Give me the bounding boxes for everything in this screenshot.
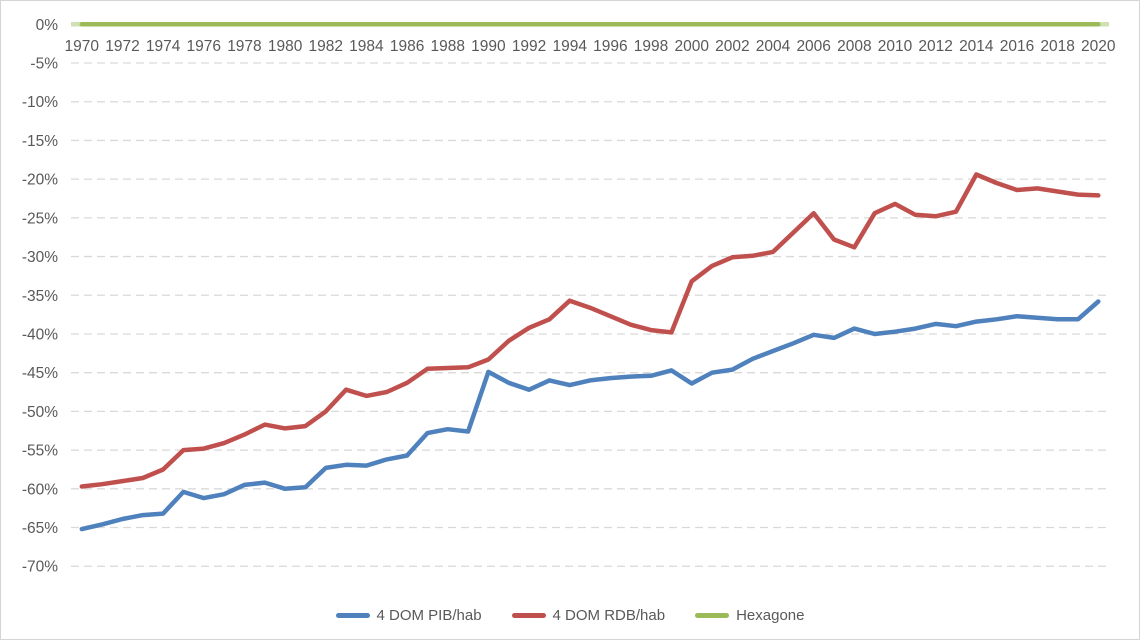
x-axis-tick-label: 1990: [471, 38, 506, 55]
legend-swatch-red: [511, 613, 546, 618]
x-axis-tick-label: 1982: [309, 38, 343, 55]
legend-swatch-blue: [335, 613, 370, 618]
x-axis-tick-label: 1980: [268, 38, 303, 55]
y-axis-tick-label: -60%: [22, 481, 58, 498]
x-axis-tick-label: 1988: [430, 38, 464, 55]
legend: 4 DOM PIB/hab 4 DOM RDB/hab Hexagone: [1, 608, 1139, 623]
x-axis-tick-label: 2000: [674, 38, 709, 55]
x-axis-tick-label: 1984: [349, 38, 384, 55]
y-axis-tick-label: -15%: [22, 133, 58, 150]
legend-item-rdb: 4 DOM RDB/hab: [511, 607, 666, 624]
x-axis-tick-label: 2020: [1081, 38, 1116, 55]
x-axis-tick-label: 1994: [552, 38, 587, 55]
legend-label-pib: 4 DOM PIB/hab: [376, 607, 482, 624]
x-axis-tick-label: 1998: [634, 38, 668, 55]
legend-swatch-green: [695, 613, 730, 618]
x-axis-tick-label: 2008: [837, 38, 871, 55]
x-axis-tick-label: 1974: [146, 38, 181, 55]
x-axis-tick-label: 2014: [959, 38, 994, 55]
x-axis-tick-label: 1986: [390, 38, 424, 55]
y-axis-tick-label: -50%: [22, 404, 58, 421]
y-axis-tick-label: -65%: [22, 520, 58, 537]
x-axis-tick-label: 1970: [65, 38, 100, 55]
x-axis-tick-label: 2004: [756, 38, 791, 55]
x-axis-tick-label: 2002: [715, 38, 749, 55]
y-axis-tick-label: 0%: [36, 17, 59, 34]
x-axis-tick-label: 2012: [918, 38, 952, 55]
series-line-pib: [79, 299, 1101, 532]
x-axis-tick-label: 2018: [1040, 38, 1074, 55]
y-axis-tick-label: -40%: [22, 326, 58, 343]
legend-item-hexagone: Hexagone: [695, 608, 804, 623]
y-axis-tick-label: -70%: [22, 559, 58, 576]
y-axis-tick-label: -25%: [22, 210, 58, 227]
legend-label-hexagone: Hexagone: [736, 607, 805, 624]
x-axis-tick-label: 1992: [512, 38, 546, 55]
x-axis-tick-label: 1996: [593, 38, 627, 55]
legend-item-pib: 4 DOM PIB/hab: [335, 607, 482, 624]
y-axis-tick-label: -45%: [22, 365, 58, 382]
x-axis-tick-label: 2016: [1000, 38, 1034, 55]
series-line-rdb: [79, 172, 1101, 489]
x-axis-tick-label: 1978: [227, 38, 261, 55]
x-axis-tick-label: 1972: [105, 38, 139, 55]
y-axis-tick-label: -35%: [22, 288, 58, 305]
y-axis-tick-label: -5%: [30, 56, 58, 73]
x-axis-tick-label: 2006: [796, 38, 830, 55]
x-axis-tick-label: 1976: [187, 38, 221, 55]
x-axis-tick-label: 2010: [878, 38, 913, 55]
y-axis-tick-label: -10%: [22, 94, 58, 111]
y-axis-tick-label: -20%: [22, 172, 58, 189]
legend-label-rdb: 4 DOM RDB/hab: [552, 607, 666, 624]
y-axis-tick-label: -30%: [22, 249, 58, 266]
y-axis-tick-label: -55%: [22, 443, 58, 460]
